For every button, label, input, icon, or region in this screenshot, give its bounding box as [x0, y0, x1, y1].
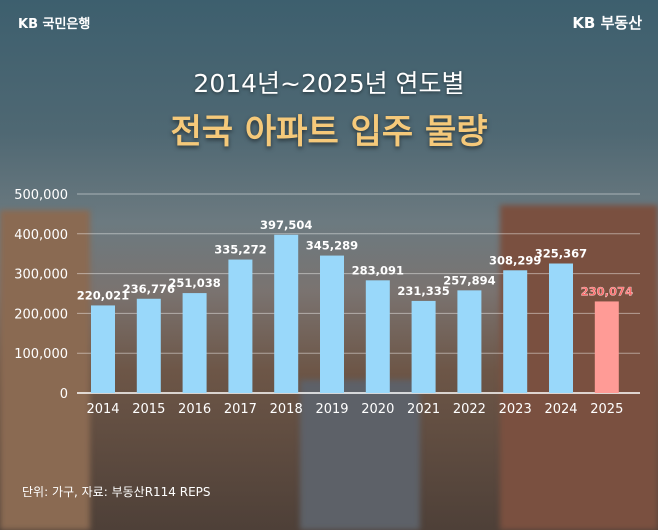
data-label: 236,776: [123, 282, 175, 296]
bar-2016: [182, 293, 207, 393]
x-tick-label: 2015: [132, 402, 165, 417]
x-tick-label: 2014: [86, 402, 119, 417]
y-tick-label: 200,000: [14, 307, 68, 322]
subtitle: 2014년~2025년 연도별: [193, 69, 465, 98]
data-label: 230,074: [581, 284, 633, 298]
bar-2025: [594, 301, 619, 393]
background-building: [0, 210, 90, 530]
data-label: 325,367: [535, 247, 587, 261]
bar-2019: [320, 255, 344, 393]
x-tick-label: 2017: [224, 402, 257, 417]
bar-2021: [411, 300, 436, 393]
bar-2024: [549, 263, 573, 393]
y-tick-label: 300,000: [14, 268, 68, 283]
x-tick-label: 2024: [544, 402, 577, 417]
y-tick-label: 0: [60, 387, 68, 402]
bar-2017: [228, 259, 253, 393]
bar-2020: [365, 280, 390, 393]
data-label: 397,504: [260, 218, 312, 232]
data-label: 345,289: [306, 239, 358, 253]
y-tick-label: 400,000: [14, 228, 68, 243]
source-note: 단위: 가구, 자료: 부동산R114 REPS: [22, 485, 211, 499]
bar-2023: [503, 270, 528, 393]
data-label: 308,299: [489, 253, 541, 267]
page-title: 전국 아파트 입주 물량: [170, 112, 488, 152]
x-tick-label: 2023: [499, 402, 532, 417]
x-tick-label: 2018: [270, 402, 303, 417]
data-label: 251,038: [168, 276, 220, 290]
x-tick-label: 2025: [590, 402, 623, 417]
bar-2014: [91, 305, 115, 393]
kb-real-estate-logo: KB 부동산: [572, 14, 642, 32]
x-tick-label: 2016: [178, 402, 211, 417]
y-tick-label: 100,000: [14, 347, 68, 362]
y-tick-label: 500,000: [14, 188, 68, 203]
data-label: 283,091: [352, 263, 404, 277]
x-tick-label: 2022: [453, 402, 486, 417]
x-tick-label: 2021: [407, 402, 440, 417]
data-label: 335,272: [214, 243, 266, 257]
data-label: 220,021: [77, 288, 129, 302]
x-tick-label: 2019: [315, 402, 348, 417]
bar-2015: [136, 298, 161, 393]
bar-2022: [457, 290, 482, 393]
kb-bank-logo: KB 국민은행: [18, 17, 91, 32]
data-label: 231,335: [397, 284, 449, 298]
x-tick-label: 2020: [361, 402, 394, 417]
bar-2018: [274, 234, 299, 393]
background-building: [300, 380, 420, 530]
data-label: 257,894: [443, 273, 495, 287]
